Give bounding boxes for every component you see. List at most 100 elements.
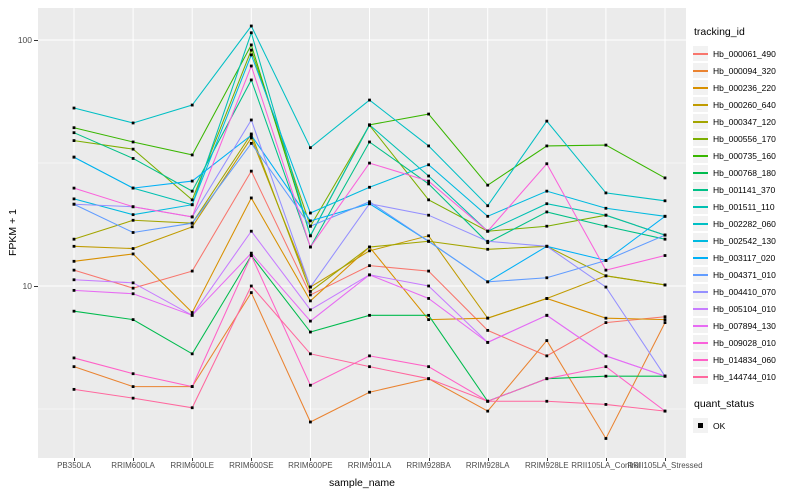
- data-point: [427, 239, 430, 243]
- legend-entry-label: Hb_002542_130: [713, 235, 776, 246]
- legend-entry-label: Hb_004371_010: [713, 269, 776, 280]
- data-point: [309, 211, 312, 215]
- x-tick-mark: [251, 458, 253, 461]
- data-point: [545, 162, 549, 166]
- data-point: [663, 318, 667, 322]
- data-point: [190, 313, 194, 317]
- data-point: [131, 252, 135, 256]
- data-point: [131, 318, 135, 322]
- data-point: [604, 437, 608, 440]
- data-point: [249, 196, 253, 200]
- data-point: [604, 259, 608, 262]
- data-point: [663, 254, 667, 257]
- data-point: [190, 203, 194, 207]
- data-point: [190, 311, 194, 314]
- data-point: [427, 144, 430, 148]
- y-tick-label-10: 10: [22, 281, 32, 291]
- data-point: [131, 281, 135, 285]
- legend-entry-label: Hb_009028_010: [713, 337, 776, 348]
- data-point: [249, 133, 253, 137]
- data-point: [249, 78, 253, 82]
- data-point: [545, 202, 549, 206]
- data-point: [131, 186, 135, 190]
- data-point: [604, 191, 608, 195]
- data-point: [486, 247, 490, 251]
- legend-entry: Hb_000260_640: [693, 96, 799, 113]
- data-point: [545, 210, 549, 214]
- data-point: [131, 205, 135, 209]
- legend-entry-label: Hb_001511_110: [713, 201, 775, 212]
- legend-entry-label: Hb_000236_220: [713, 82, 776, 93]
- data-point: [663, 237, 667, 241]
- data-point: [131, 396, 135, 400]
- x-tick-mark: [546, 458, 548, 461]
- data-point: [545, 339, 549, 342]
- data-point: [249, 64, 253, 68]
- series-color-key-icon: [693, 97, 708, 112]
- y-tick-label-100: 100: [17, 35, 32, 45]
- data-point: [368, 249, 371, 253]
- data-point: [604, 206, 608, 210]
- data-point: [545, 144, 549, 148]
- series-color-key-icon: [693, 80, 708, 95]
- data-point: [486, 316, 490, 320]
- data-point: [604, 274, 608, 278]
- data-point: [131, 121, 135, 125]
- x-tick-label: RRIM600SE: [229, 461, 274, 470]
- data-point: [486, 409, 490, 413]
- data-point: [131, 147, 135, 151]
- data-point: [309, 420, 312, 424]
- data-point: [427, 318, 430, 322]
- x-tick-mark: [369, 458, 371, 461]
- data-point: [190, 153, 194, 157]
- data-point: [604, 354, 608, 358]
- series-color-key-icon: [693, 114, 708, 129]
- data-point: [427, 313, 430, 317]
- legend-entry-label: Hb_144744_010: [713, 371, 776, 382]
- data-point: [427, 269, 430, 273]
- data-point: [309, 290, 312, 293]
- data-point: [72, 155, 76, 159]
- legend-entry-label: Hb_000735_160: [713, 150, 776, 161]
- data-point: [604, 285, 608, 289]
- data-point: [545, 377, 549, 381]
- data-point: [368, 245, 371, 249]
- x-tick-label: RRII105LA_Control: [571, 461, 641, 470]
- legend: tracking_id Hb_000061_490 Hb_000094_320 Hb…: [693, 26, 799, 434]
- x-tick-label: RRIM600LA: [111, 461, 155, 470]
- data-point: [427, 377, 430, 381]
- data-point: [663, 321, 667, 324]
- legend-entry: Hb_001511_110: [693, 198, 799, 215]
- data-point: [545, 244, 549, 248]
- data-point: [368, 123, 371, 127]
- x-axis-title: sample_name: [329, 477, 395, 489]
- data-point: [486, 239, 490, 243]
- data-point: [427, 112, 430, 116]
- x-tick-mark: [665, 458, 666, 461]
- data-point: [131, 213, 135, 217]
- data-point: [427, 234, 430, 238]
- ok-square-marker-icon: [693, 418, 708, 433]
- data-point: [604, 268, 608, 272]
- data-point: [486, 340, 490, 344]
- data-point: [72, 139, 76, 142]
- data-point: [249, 141, 253, 145]
- data-point: [249, 31, 253, 35]
- legend-entry: Hb_004371_010: [693, 266, 799, 283]
- data-point: [427, 198, 430, 202]
- legend-entry: Hb_000735_160: [693, 147, 799, 164]
- data-point: [427, 182, 430, 186]
- data-point: [249, 254, 253, 257]
- data-point: [72, 268, 76, 272]
- legend-entry: Hb_007894_130: [693, 317, 799, 334]
- data-point: [190, 406, 194, 410]
- data-point: [427, 174, 430, 178]
- data-point: [249, 24, 253, 28]
- data-point: [72, 309, 76, 313]
- data-point: [545, 313, 549, 317]
- legend-entry-label: OK: [713, 420, 726, 431]
- data-point: [309, 219, 312, 223]
- legend-entry: Hb_144744_010: [693, 368, 799, 385]
- data-point: [131, 247, 135, 250]
- data-point: [190, 215, 194, 219]
